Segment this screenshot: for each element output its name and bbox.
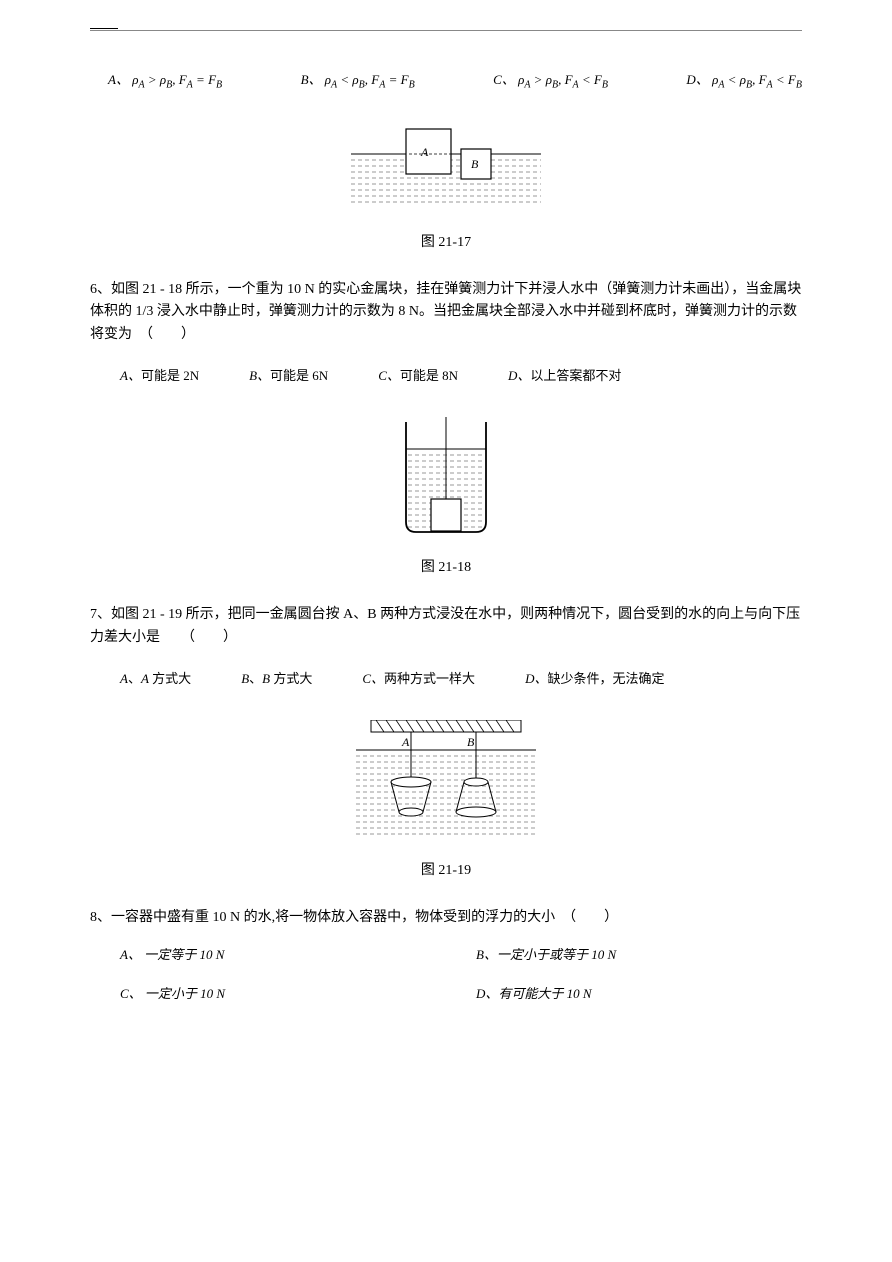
q6-option-b: B、可能是 6N [249, 366, 328, 387]
question-7: 7、如图 21 - 19 所示，把同一金属圆台按 A、B 两种方式浸没在水中，则… [90, 604, 802, 649]
fig-21-19-caption: 图 21-19 [90, 860, 802, 882]
figure-21-19: A B [90, 720, 802, 840]
q7-option-c: C、两种方式一样大 [362, 669, 475, 690]
q7-option-b: B、B 方式大 [241, 669, 312, 690]
q7-text: 7、如图 21 - 19 所示，把同一金属圆台按 A、B 两种方式浸没在水中，则… [90, 607, 800, 644]
q7-options: A、A 方式大 B、B 方式大 C、两种方式一样大 D、缺少条件，无法确定 [120, 669, 802, 690]
fig-21-18-caption: 图 21-18 [90, 557, 802, 579]
q7-option-a: A、A 方式大 [120, 669, 191, 690]
svg-text:B: B [467, 735, 475, 749]
figure-21-17: A B [90, 124, 802, 212]
q7-option-d: D、缺少条件，无法确定 [525, 669, 664, 690]
question-8: 8、一容器中盛有重 10 N 的水,将一物体放入容器中，物体受到的浮力的大小 （… [90, 907, 802, 929]
q5-options: A、 ρA > ρB, FA = FB B、 ρA < ρB, FA = FB … [108, 70, 802, 94]
svg-text:B: B [471, 157, 479, 171]
fig-21-17-caption: 图 21-17 [90, 232, 802, 254]
svg-text:A: A [401, 735, 410, 749]
q6-options: A、可能是 2N B、可能是 6N C、可能是 8N D、以上答案都不对 [120, 366, 802, 387]
question-6: 6、如图 21 - 18 所示，一个重为 10 N 的实心金属块，挂在弹簧测力计… [90, 279, 802, 346]
svg-text:A: A [420, 145, 429, 159]
q8-text: 8、一容器中盛有重 10 N 的水,将一物体放入容器中，物体受到的浮力的大小 （… [90, 910, 618, 925]
q6-option-c: C、可能是 8N [378, 366, 458, 387]
q5-option-d: D、 ρA < ρB, FA < FB [686, 70, 802, 94]
q5-option-a: A、 ρA > ρB, FA = FB [108, 70, 222, 94]
q5-option-c: C、 ρA > ρB, FA < FB [493, 70, 608, 94]
q8-options: A、 一定等于 10 N B、一定小于或等于 10 N C、 一定小于 10 N… [120, 945, 802, 1005]
q8-option-c: C、 一定小于 10 N [120, 984, 446, 1005]
q8-option-b: B、一定小于或等于 10 N [476, 945, 802, 966]
q8-option-d: D、有可能大于 10 N [476, 984, 802, 1005]
q8-option-a: A、 一定等于 10 N [120, 945, 446, 966]
page-content: A、 ρA > ρB, FA = FB B、 ρA < ρB, FA = FB … [0, 0, 892, 1059]
q6-option-a: A、可能是 2N [120, 366, 199, 387]
q6-text: 6、如图 21 - 18 所示，一个重为 10 N 的实心金属块，挂在弹簧测力计… [90, 282, 801, 342]
q6-option-d: D、以上答案都不对 [508, 366, 621, 387]
q5-option-b: B、 ρA < ρB, FA = FB [301, 70, 415, 94]
figure-21-18 [90, 417, 802, 537]
